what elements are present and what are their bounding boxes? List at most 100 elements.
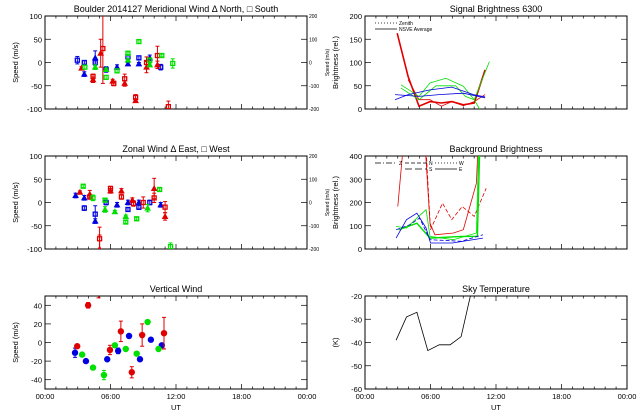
data-point-triangle	[111, 208, 119, 215]
data-point	[100, 371, 108, 379]
series-green	[82, 38, 176, 81]
data-point	[155, 345, 162, 353]
y-tick-label: -40	[351, 339, 362, 348]
data-point-triangle	[144, 204, 151, 211]
x-tick-label: 00:00	[36, 392, 55, 401]
data-point-triangle	[157, 201, 165, 208]
y2-axis-label: Speed (m/s)	[325, 49, 331, 77]
series-red-zenith	[407, 79, 486, 107]
data-point	[89, 364, 97, 371]
legend-label: Zenith	[399, 21, 413, 27]
data-layer	[74, 16, 176, 109]
x-tick-label: 06:00	[421, 392, 440, 401]
x-tick-label: 00:00	[298, 392, 317, 401]
data-point-triangle	[154, 61, 161, 68]
data-point-square	[130, 200, 137, 207]
data-layer	[395, 156, 487, 244]
y-tick-label: -60	[351, 385, 362, 394]
data-point	[111, 342, 119, 349]
y2-tick-label: 100	[309, 177, 318, 183]
chart-title: Background Brightness	[449, 144, 543, 154]
data-point-triangle	[150, 185, 158, 192]
y2-tick-label: -100	[309, 84, 319, 90]
data-point-square	[134, 216, 140, 222]
y2-tick-label: 200	[309, 14, 318, 20]
series-line	[400, 85, 480, 109]
x-tick-label: 18:00	[232, 392, 251, 401]
data-point	[74, 343, 81, 350]
y-tick-label: 100	[349, 222, 362, 231]
data-point-triangle	[80, 194, 88, 201]
data-point-triangle	[132, 97, 139, 104]
data-point-triangle	[122, 212, 130, 219]
data-point-triangle	[118, 187, 125, 194]
y2-tick-label: -100	[309, 224, 319, 230]
series-blue	[71, 332, 166, 365]
y-tick-label: 40	[34, 301, 42, 310]
panel-zonal: Zonal Wind Δ East, □ West -100 -50 0 50 100 Sp…	[11, 144, 331, 254]
series-line	[407, 79, 486, 107]
x-tick-label: 00:00	[356, 392, 375, 401]
y-tick-label: 0	[358, 105, 362, 114]
y2-tick-label: 0	[309, 201, 312, 207]
data-point	[84, 302, 92, 309]
data-point-triangle	[124, 56, 132, 63]
series-green-zenith	[400, 85, 480, 109]
series-red-1	[397, 156, 478, 236]
data-point-square	[102, 197, 108, 203]
data-point-square	[159, 52, 165, 59]
y-tick-label: 0	[38, 59, 42, 68]
y2-tick-label: -200	[309, 107, 319, 113]
data-point-triangle	[161, 212, 169, 219]
series-line	[395, 217, 484, 242]
series-blue-zenith	[394, 92, 486, 99]
data-point-triangle	[97, 49, 105, 56]
plot-frame	[44, 295, 308, 390]
chart-title: Vertical Wind	[150, 284, 203, 294]
panel-signal: Signal Brightness 6300 0 50 100 150 200 Bright…	[331, 4, 628, 114]
data-point-triangle	[89, 76, 97, 83]
data-point	[147, 336, 155, 343]
y-tick-label: 50	[34, 175, 42, 184]
data-point	[106, 346, 114, 354]
chart-title: Boulder 2014127 Meridional Wind Δ North,…	[74, 4, 279, 14]
series-blue	[72, 191, 165, 224]
series-blue-2	[395, 217, 484, 242]
y-tick-label: 0	[38, 199, 42, 208]
y-tick-label: 300	[349, 175, 362, 184]
data-point-square	[165, 104, 172, 109]
y-tick-label: 100	[29, 152, 42, 161]
data-point-square	[81, 205, 87, 211]
data-point-triangle	[102, 65, 110, 72]
y-tick-label: -100	[27, 105, 42, 114]
data-layer	[395, 296, 471, 352]
y-tick-label: 100	[29, 12, 42, 21]
data-point	[144, 318, 151, 326]
data-point-square	[92, 211, 98, 217]
y-tick-label: -20	[31, 357, 42, 366]
data-point-square	[90, 195, 96, 201]
series-line	[396, 156, 479, 241]
data-point-square	[136, 55, 142, 61]
data-point-triangle	[97, 245, 102, 249]
y-tick-label: -30	[351, 315, 362, 324]
data-point-triangle	[72, 191, 79, 199]
data-point-square	[167, 244, 174, 249]
legend-label: N	[429, 161, 433, 167]
panel-skytemp: Sky Temperature 00:00 06:00 12:00 18:00 00:00…	[331, 284, 636, 412]
y2-tick-label: 200	[309, 154, 318, 160]
y-tick-label: -50	[31, 222, 42, 231]
data-point	[71, 349, 79, 356]
y-tick-label: 0	[358, 245, 362, 254]
y2-axis-label: Speed (m/s)	[325, 189, 331, 217]
panel-vertical: Vertical Wind 00:00 06:00 12:00 18:00 00:00 UT…	[11, 284, 317, 412]
data-point-square	[103, 74, 109, 81]
x-tick-label: 12:00	[487, 392, 506, 401]
y-tick-label: 150	[349, 35, 362, 44]
x-axis-label: UT	[491, 403, 501, 412]
y-tick-label: 50	[34, 35, 42, 44]
panel-meridional: Boulder 2014127 Meridional Wind Δ North,…	[11, 4, 331, 114]
data-point-square	[147, 199, 153, 206]
